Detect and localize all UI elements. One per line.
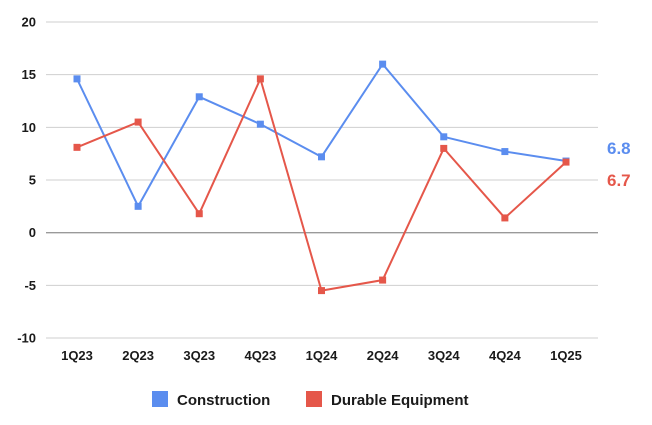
y-axis-tick-labels: -10 -5 0 5 10 15 20 xyxy=(17,15,36,346)
y-tick-label: 10 xyxy=(22,120,36,135)
data-point xyxy=(379,60,387,68)
data-point xyxy=(256,120,264,128)
data-point xyxy=(440,133,448,141)
data-point xyxy=(73,143,81,151)
x-tick-label: 1Q25 xyxy=(550,348,582,363)
legend-swatch xyxy=(152,391,168,407)
series-lines xyxy=(73,60,570,295)
x-tick-label: 4Q23 xyxy=(244,348,276,363)
legend-swatch xyxy=(306,391,322,407)
end-value-label: 6.7 xyxy=(607,171,631,190)
data-point xyxy=(195,93,203,101)
y-tick-label: -5 xyxy=(24,278,36,293)
legend-label: Durable Equipment xyxy=(331,392,469,409)
y-tick-label: 15 xyxy=(22,67,36,82)
data-point xyxy=(440,144,448,152)
x-tick-label: 3Q24 xyxy=(428,348,461,363)
x-tick-label: 1Q24 xyxy=(306,348,339,363)
data-point xyxy=(501,214,509,222)
x-tick-label: 4Q24 xyxy=(489,348,522,363)
data-point xyxy=(256,75,264,83)
data-point xyxy=(379,276,387,284)
legend-label: Construction xyxy=(177,392,270,409)
y-tick-label: 0 xyxy=(29,225,36,240)
x-tick-label: 2Q23 xyxy=(122,348,154,363)
end-value-labels: 6.8 6.7 xyxy=(607,139,631,190)
data-point xyxy=(318,287,325,295)
data-point xyxy=(195,210,203,218)
gridlines xyxy=(46,21,598,339)
x-tick-label: 2Q24 xyxy=(367,348,400,363)
y-tick-label: -10 xyxy=(17,331,36,346)
end-value-label: 6.8 xyxy=(607,139,631,158)
data-point xyxy=(318,153,325,161)
x-tick-label: 3Q23 xyxy=(183,348,215,363)
y-tick-label: 20 xyxy=(22,15,36,30)
data-point xyxy=(134,118,142,126)
series-line-construction xyxy=(76,63,567,208)
x-axis-tick-labels: 1Q23 2Q23 3Q23 4Q23 1Q24 2Q24 3Q24 4Q24 1Q25 xyxy=(61,348,582,363)
data-point xyxy=(562,158,570,166)
y-tick-label: 5 xyxy=(29,173,36,188)
legend: Construction Durable Equipment xyxy=(152,391,469,409)
data-point xyxy=(73,75,81,83)
data-point xyxy=(134,202,142,210)
x-tick-label: 1Q23 xyxy=(61,348,93,363)
data-point xyxy=(501,148,509,156)
